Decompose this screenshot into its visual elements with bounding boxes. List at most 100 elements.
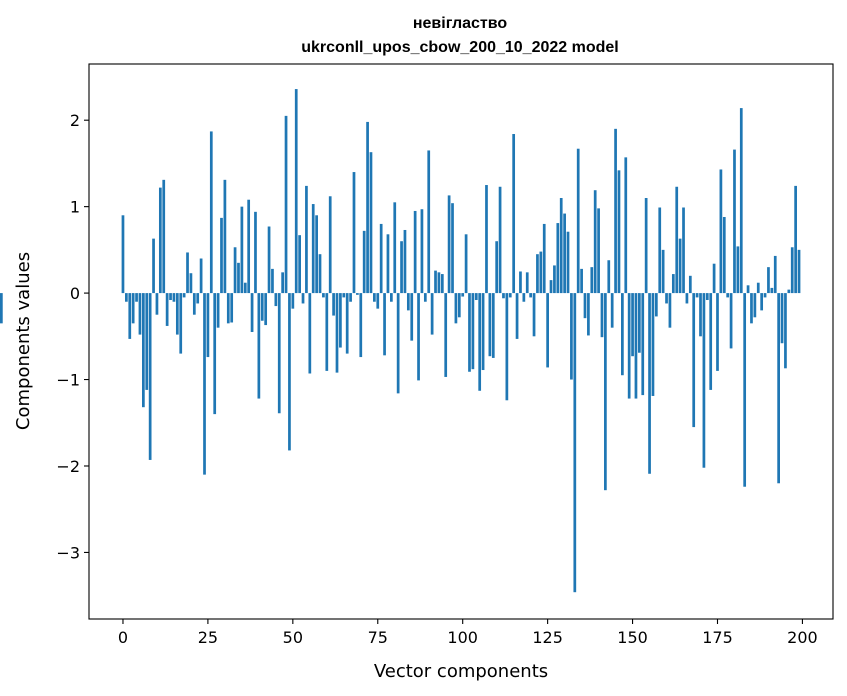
y-tick-label: −1 <box>56 371 80 390</box>
bar <box>349 293 352 302</box>
bar <box>423 293 427 302</box>
bar <box>369 152 373 294</box>
x-tick-label: 75 <box>368 628 388 647</box>
bar <box>257 293 261 399</box>
bar <box>284 115 288 294</box>
bar <box>254 211 257 294</box>
bar <box>410 293 414 341</box>
bar <box>709 293 713 390</box>
bar <box>230 293 234 323</box>
bar <box>624 157 628 294</box>
bar <box>468 293 471 372</box>
bar <box>522 293 526 302</box>
bar <box>175 293 179 335</box>
bar <box>182 293 186 298</box>
bar <box>131 293 135 324</box>
bar <box>705 293 709 301</box>
bar <box>165 293 169 326</box>
bar <box>243 282 247 294</box>
bar <box>298 235 301 294</box>
bar <box>699 293 702 337</box>
x-tick-label: 150 <box>617 628 648 647</box>
bar <box>359 293 363 358</box>
bar <box>196 293 200 304</box>
bar <box>267 226 271 294</box>
bar <box>406 293 410 311</box>
bar <box>430 293 434 335</box>
bar <box>682 207 685 294</box>
bar <box>770 287 774 294</box>
bar <box>634 293 638 399</box>
bar <box>617 170 621 294</box>
bar <box>376 293 380 309</box>
bar <box>335 293 339 373</box>
bar <box>556 223 560 294</box>
bar <box>671 274 675 294</box>
bar <box>485 185 488 294</box>
y-axis-label: Components values <box>13 252 34 430</box>
bar <box>638 293 641 353</box>
bar <box>729 293 733 349</box>
bar <box>121 215 125 294</box>
bar <box>305 185 308 294</box>
bar <box>529 293 532 298</box>
bar <box>610 293 614 328</box>
bar <box>505 293 509 401</box>
bar <box>379 223 383 294</box>
bar <box>328 196 332 294</box>
bar <box>135 293 138 302</box>
bar <box>607 260 611 294</box>
y-tick-label: 0 <box>70 284 80 303</box>
bar <box>192 293 196 315</box>
bar <box>746 285 750 294</box>
bar <box>220 217 223 294</box>
bar <box>172 293 176 302</box>
bar <box>668 293 672 328</box>
bar <box>393 202 397 294</box>
bar <box>226 293 230 324</box>
bar <box>247 199 251 294</box>
x-tick-label: 100 <box>447 628 478 647</box>
bar <box>546 293 549 368</box>
bar <box>685 293 689 304</box>
x-axis-ticks: 0 25 50 75 100 125 150 175 200 <box>118 619 818 647</box>
bar <box>417 293 420 381</box>
bar <box>743 293 747 487</box>
bar <box>661 249 665 294</box>
bar <box>0 293 3 324</box>
bar <box>627 293 631 399</box>
bar <box>274 293 278 307</box>
bar <box>250 293 254 332</box>
bar <box>332 293 335 316</box>
bar <box>145 293 149 390</box>
bar <box>536 254 539 294</box>
bar <box>604 293 607 491</box>
chart-title: невігластво <box>413 15 508 32</box>
bar <box>264 293 268 326</box>
bar <box>512 134 516 294</box>
bar <box>614 128 617 294</box>
bar <box>532 293 536 337</box>
bar <box>587 293 590 336</box>
bar <box>413 210 417 294</box>
bar <box>539 251 543 294</box>
bar <box>125 293 128 302</box>
bar <box>179 293 183 354</box>
bar <box>553 265 556 294</box>
x-axis-label: Vector components <box>374 661 548 682</box>
bar <box>654 293 658 317</box>
bar <box>712 263 716 294</box>
bar <box>403 229 407 294</box>
bar <box>478 293 482 391</box>
bar <box>760 293 764 311</box>
bar <box>315 215 318 294</box>
bar <box>464 234 468 294</box>
bar <box>440 274 444 294</box>
bar <box>383 293 386 356</box>
bar <box>481 293 485 371</box>
x-tick-label: 25 <box>198 628 218 647</box>
y-tick-label: −2 <box>56 457 80 476</box>
bar <box>434 270 437 294</box>
bar <box>356 293 359 295</box>
